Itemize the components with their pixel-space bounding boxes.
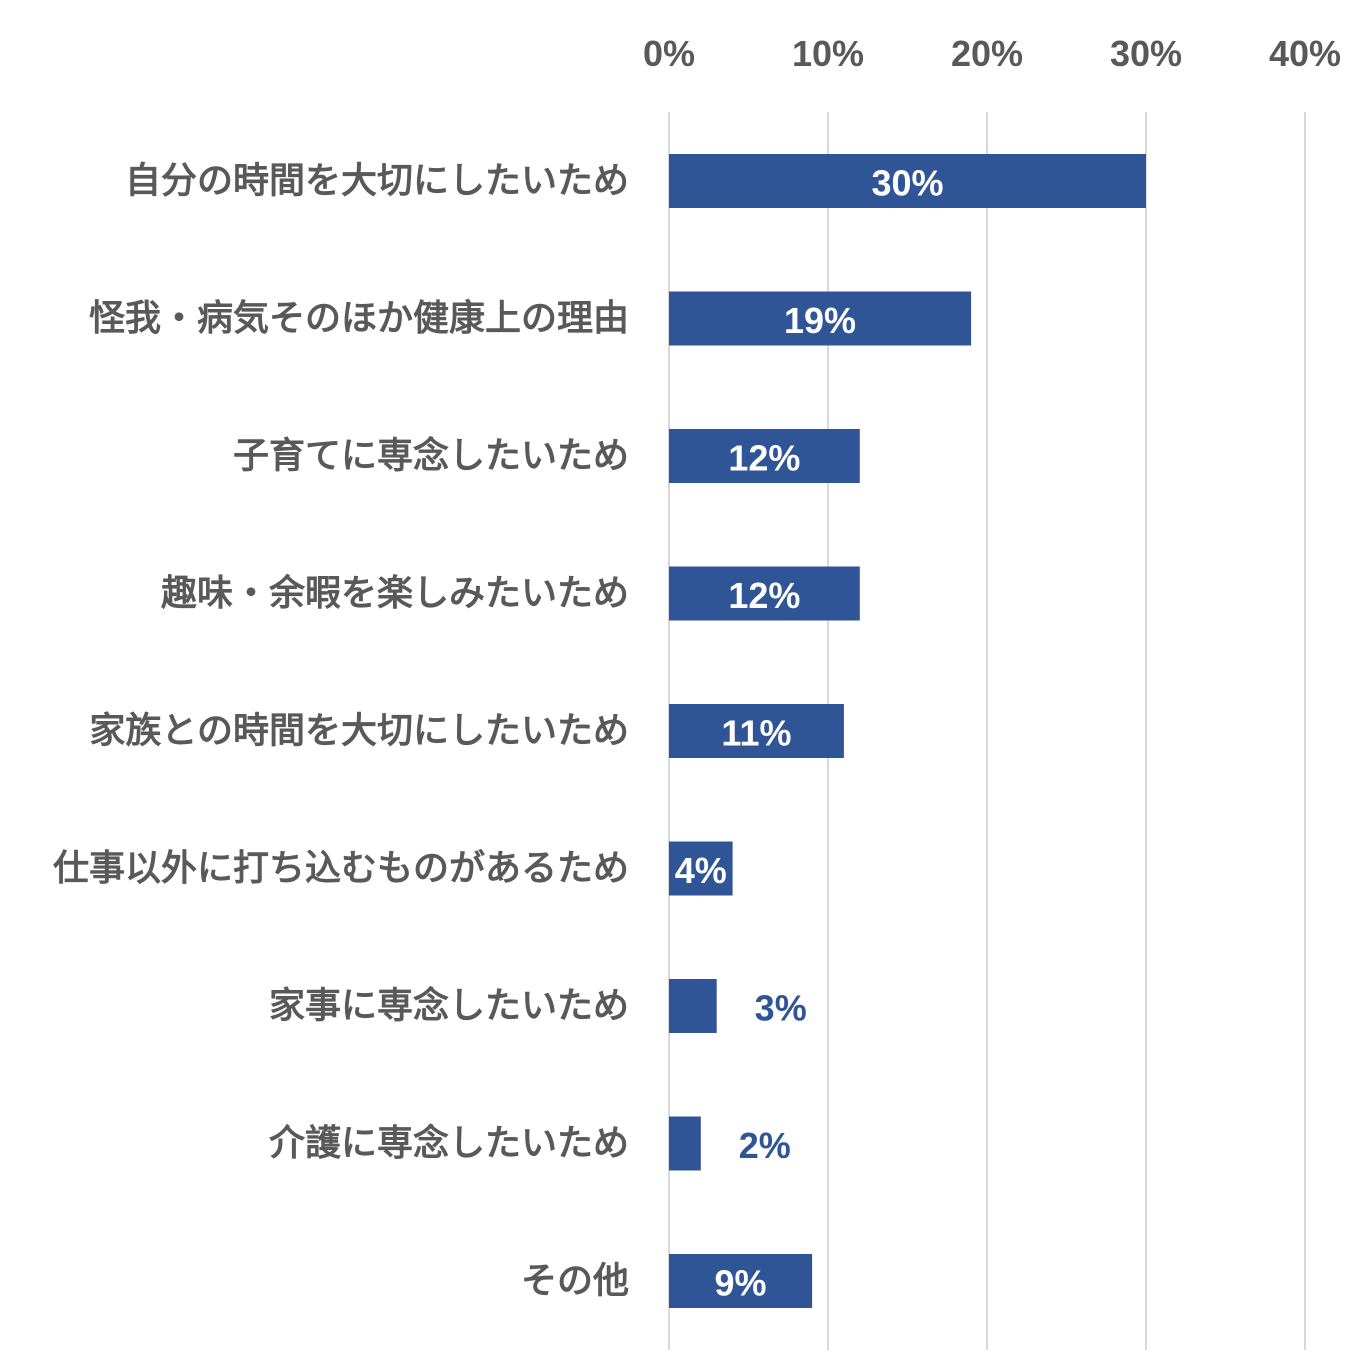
data-label: 12% (728, 438, 800, 479)
category-label: 怪我・病気そのほか健康上の理由 (89, 297, 629, 339)
data-label: 3% (755, 988, 807, 1029)
data-label: 4% (675, 850, 727, 891)
category-label: 子育てに専念したいため (233, 435, 629, 477)
data-label: 30% (871, 163, 943, 204)
category-label: 家族との時間を大切にしたいため (89, 711, 629, 752)
bar (669, 1254, 813, 1308)
x-tick-label: 0% (643, 33, 695, 74)
x-tick-label: 40% (1269, 33, 1341, 74)
bar (669, 841, 733, 896)
bar (669, 1116, 701, 1171)
category-label: その他 (521, 1261, 629, 1302)
data-label: 12% (728, 575, 800, 616)
data-label: 2% (739, 1125, 791, 1166)
bar (669, 291, 972, 346)
x-tick-label: 10% (792, 33, 864, 74)
category-label: 自分の時間を大切にしたいため (125, 161, 629, 202)
bar (669, 154, 1146, 208)
data-label: 9% (715, 1263, 767, 1304)
bar (669, 429, 860, 483)
category-label: 介護に専念したいため (269, 1122, 629, 1164)
x-tick-label: 30% (1110, 33, 1182, 74)
category-label: 趣味・余暇を楽しみたいため (161, 572, 629, 614)
bar (669, 566, 860, 621)
category-label: 家事に専念したいため (269, 985, 629, 1027)
data-label: 11% (721, 713, 791, 754)
data-label: 19% (784, 300, 856, 341)
bar (669, 704, 844, 758)
bar (669, 979, 717, 1033)
category-label: 仕事以外に打ち込むものがあるため (53, 848, 629, 889)
x-tick-label: 20% (951, 33, 1023, 74)
